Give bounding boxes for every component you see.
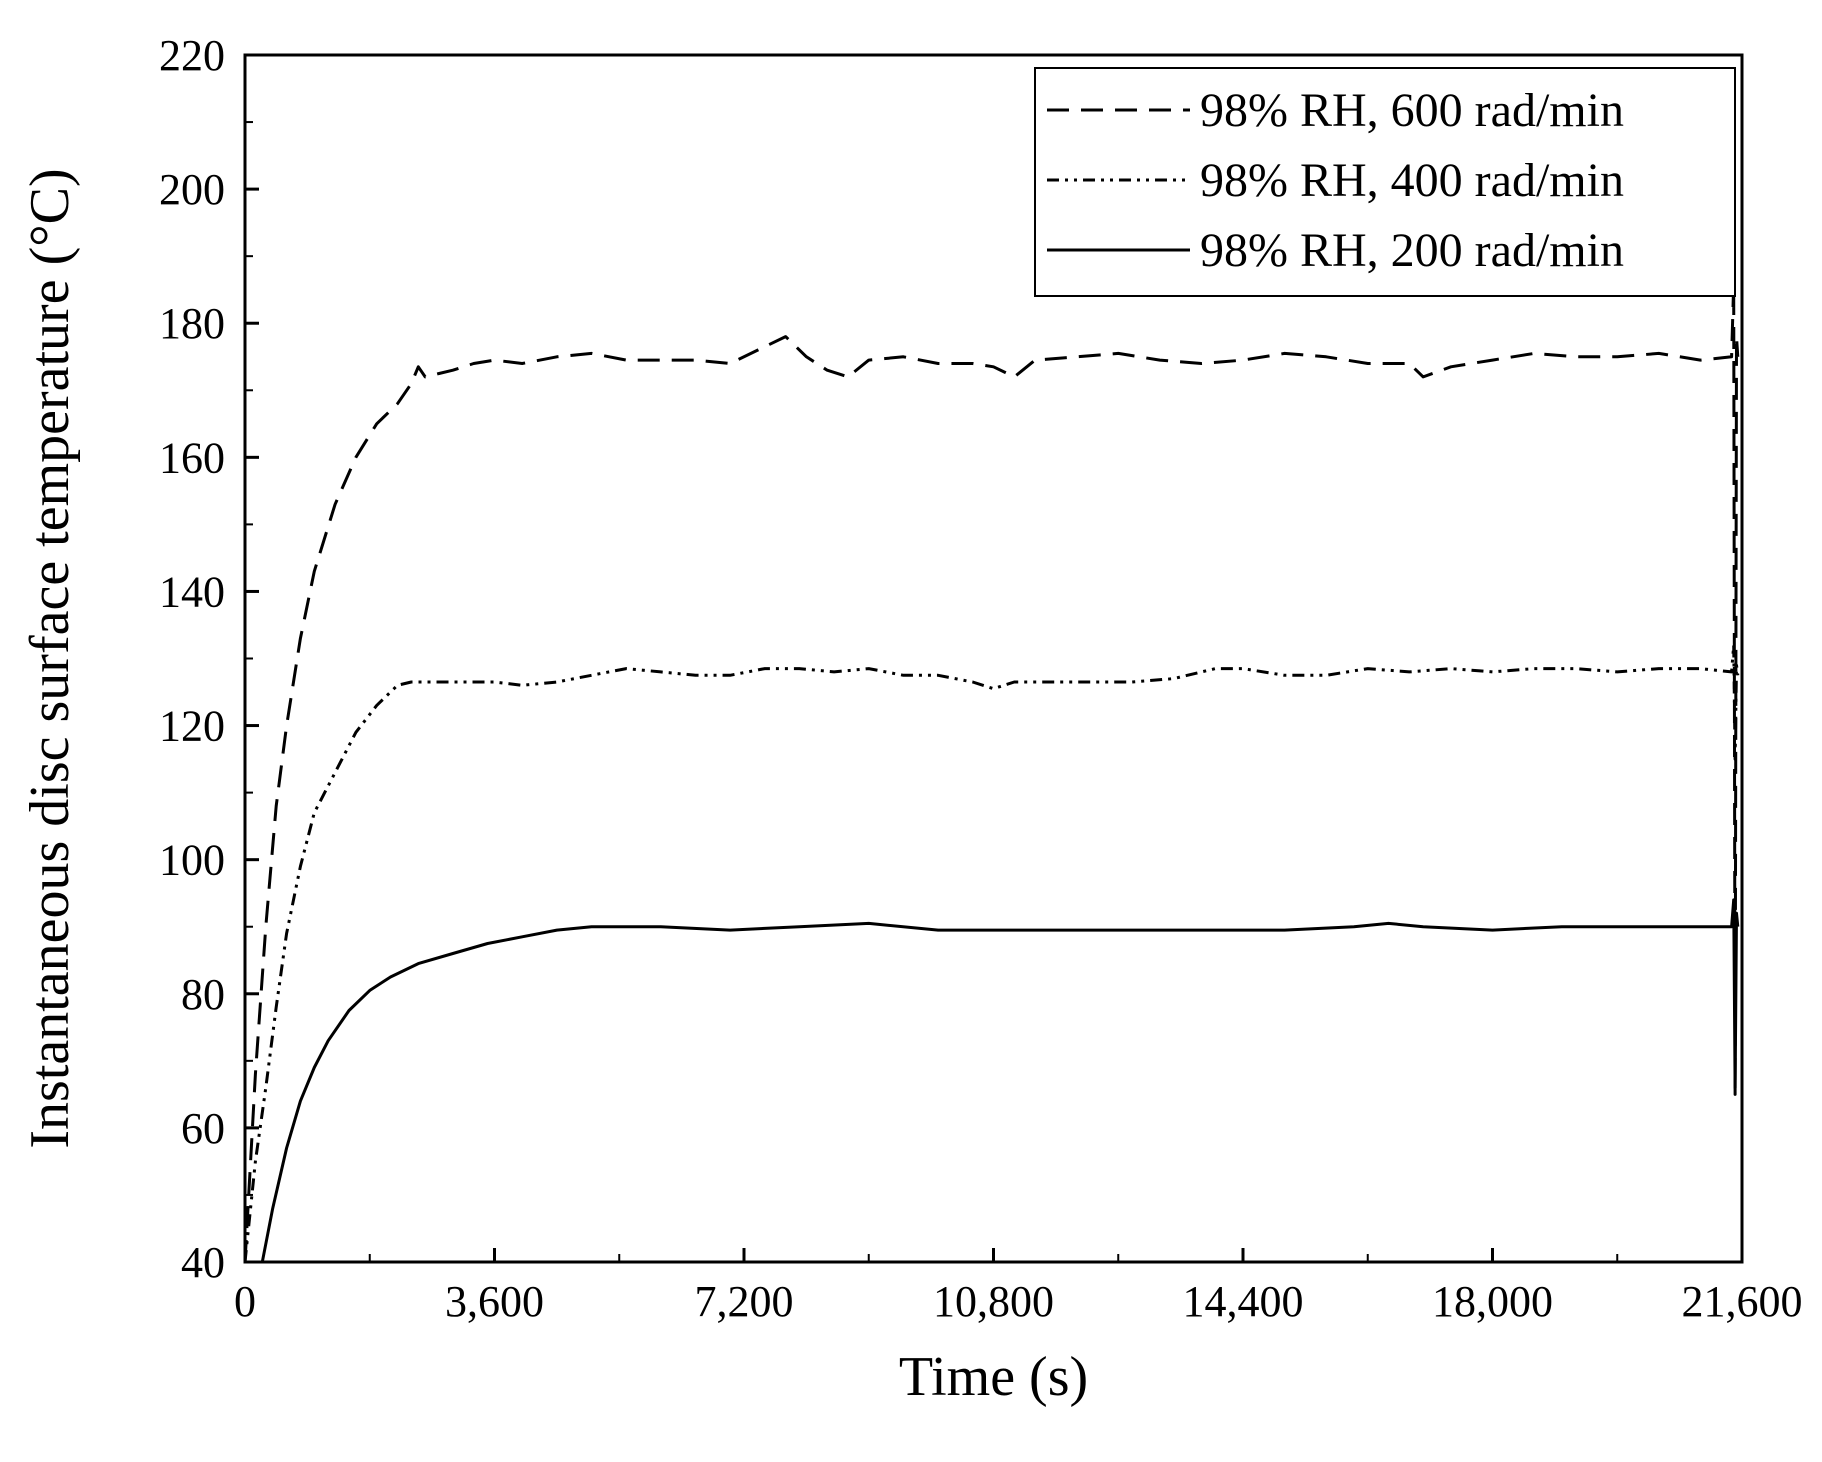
legend-label-2: 98% RH, 400 rad/min: [1200, 154, 1624, 207]
y-tick-label: 200: [159, 165, 225, 214]
legend: 98% RH, 600 rad/min 98% RH, 400 rad/min 98…: [1034, 67, 1736, 297]
x-tick-label: 18,000: [1432, 1277, 1553, 1326]
x-tick-label: 10,800: [933, 1277, 1054, 1326]
legend-label-1: 98% RH, 600 rad/min: [1200, 84, 1624, 137]
series-line-3: [260, 898, 1740, 1263]
y-tick-label: 40: [181, 1238, 225, 1287]
legend-box: [1034, 67, 1736, 297]
y-tick-label: 60: [181, 1104, 225, 1153]
x-tick-label: 7,200: [695, 1277, 794, 1326]
y-axis-ticks: 40 60 80 100 120 140 160 180 200 220: [159, 31, 259, 1287]
y-tick-label: 80: [181, 970, 225, 1019]
x-tick-label: 14,400: [1183, 1277, 1304, 1326]
y-tick-label: 140: [159, 567, 225, 616]
y-tick-label: 160: [159, 433, 225, 482]
y-tick-label: 220: [159, 31, 225, 80]
y-tick-label: 180: [159, 299, 225, 348]
x-tick-label: 0: [234, 1277, 256, 1326]
legend-items: 98% RH, 600 rad/min 98% RH, 400 rad/min 98…: [1047, 84, 1624, 277]
x-tick-label: 21,600: [1682, 1277, 1803, 1326]
legend-label-3: 98% RH, 200 rad/min: [1200, 224, 1624, 277]
y-tick-label: 120: [159, 702, 225, 751]
x-tick-label: 3,600: [445, 1277, 544, 1326]
series-line-2: [243, 643, 1740, 1263]
y-tick-label: 100: [159, 836, 225, 885]
y-axis-title: Instantaneous disc surface temperature (…: [19, 168, 81, 1148]
plot-frame: [243, 53, 1744, 1264]
series-layer: [243, 281, 1740, 1263]
x-axis-ticks: 0 3,600 7,200 10,800 14,400 18,000 21,600: [234, 1248, 1803, 1326]
series-line-1: [243, 281, 1740, 1263]
x-axis-title: Time (s): [899, 1346, 1088, 1408]
